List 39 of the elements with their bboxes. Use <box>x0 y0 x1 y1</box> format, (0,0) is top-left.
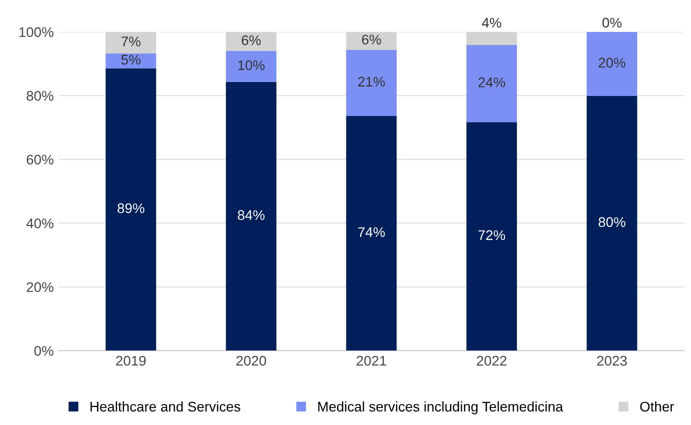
legend-label: Medical services including Telemedicina <box>318 401 564 414</box>
bar <box>346 116 397 351</box>
bar <box>466 122 517 351</box>
y-tick-label: 0% <box>34 346 54 356</box>
bar <box>106 54 156 68</box>
bar <box>226 51 276 82</box>
bar <box>466 44 517 122</box>
x-tick-label: 2020 <box>236 356 266 366</box>
x-tick-label: 2022 <box>476 356 506 366</box>
y-tick-label: 60% <box>26 154 54 165</box>
data-label: 10% <box>238 60 265 70</box>
x-tick-label: 2023 <box>597 356 627 366</box>
bar <box>346 50 397 116</box>
bar <box>586 96 638 351</box>
data-label: 89% <box>118 203 144 214</box>
data-label: 6% <box>242 35 261 46</box>
data-label: 21% <box>358 76 385 87</box>
bar <box>586 32 638 96</box>
data-label: 5% <box>121 54 140 65</box>
x-tick-label: 2021 <box>356 356 386 366</box>
data-label: 24% <box>478 77 506 88</box>
data-label: 7% <box>122 36 140 46</box>
data-label: 84% <box>238 210 265 220</box>
y-tick-label: 40% <box>26 218 54 228</box>
x-tick-label: 2019 <box>116 356 146 366</box>
data-label: 4% <box>482 18 502 28</box>
data-label: 20% <box>598 58 626 68</box>
y-tick-label: 100% <box>19 27 54 38</box>
y-tick-label: 20% <box>26 282 54 292</box>
bar <box>106 68 156 351</box>
data-label: 0% <box>602 18 622 28</box>
data-label: 72% <box>478 230 506 240</box>
legend-label: Healthcare and Services <box>90 401 240 412</box>
data-label: 6% <box>362 34 381 45</box>
legend-label: Other <box>640 401 674 412</box>
y-tick-label: 80% <box>26 90 54 101</box>
bar <box>226 82 276 351</box>
data-label: 74% <box>358 227 385 237</box>
data-label: 80% <box>598 217 626 228</box>
